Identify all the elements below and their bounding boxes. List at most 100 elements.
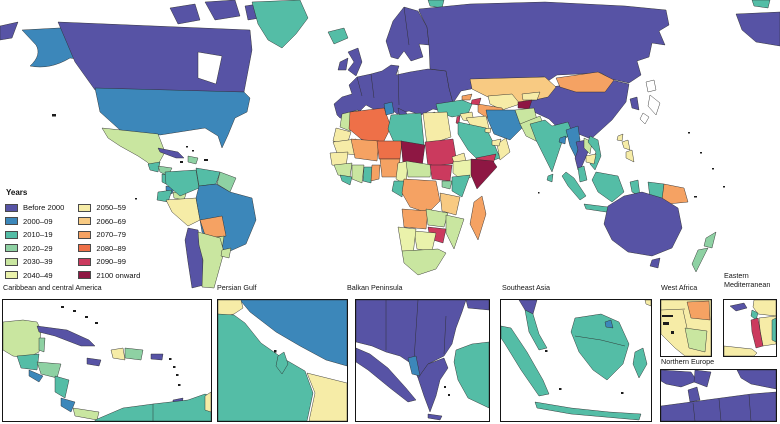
inset-map-southeast-asia [500,299,652,422]
wrangel-island [751,0,771,9]
jamaica [86,357,102,367]
country-malaysia-peninsula [577,165,588,183]
borneo [570,313,630,381]
cuba [36,325,96,347]
europe-border-1 [356,76,363,97]
antilles-speck-2 [173,366,176,368]
pacific-island-1 [700,152,702,154]
country-niger [376,140,403,160]
legend-label: 2000–09 [23,216,53,226]
maldives [538,192,540,194]
crete [427,413,443,421]
country-georgia [461,93,473,101]
aegean-island-2 [448,394,450,396]
country-uk [347,47,363,77]
guyana-edge [204,391,211,413]
bahamas-speck-2 [73,310,76,312]
bahamas-speck-3 [85,316,88,318]
japan-kyushu [639,112,650,125]
ne-border-2 [718,398,722,421]
egypt [724,345,758,356]
sweden-south [693,370,712,388]
legend-label: 2010–19 [23,230,53,240]
south-america [135,167,257,289]
antilles-speck-3 [176,374,179,376]
bahrain [274,350,277,353]
country-zambia [425,208,449,228]
legend-label: 2030–39 [23,257,53,267]
turkey [453,341,489,409]
italy [356,347,417,403]
pacific-island-2 [712,168,714,170]
ne-border-3 [748,394,752,421]
legend-swatch-before2000 [5,203,18,212]
puerto-rico [204,159,208,161]
greece [417,357,449,413]
mali [686,300,711,321]
syria [752,300,776,317]
legend-item: 2030–39 [5,255,64,269]
balkan-border-3 [443,315,447,355]
legend-item: 2040–49 [5,269,64,283]
legend-swatch-2090s [78,257,92,266]
legend-swatch-2040s [5,271,18,280]
new-zealand-south [691,247,709,273]
japan-honshu [647,94,661,116]
world-map [0,0,780,289]
aegean-island-1 [444,386,446,388]
map-legend: Years Before 2000 2000–09 2010–19 2020–2… [5,188,140,282]
country-bolivia [199,215,227,239]
solomon-islands [694,196,697,198]
legend-column-1: Before 2000 2000–09 2010–19 2020–29 2030… [5,201,64,282]
legend-swatch-2080s [78,244,92,253]
legend-item: 2000–09 [5,215,64,229]
country-kuwait [484,127,492,134]
legend-item: 2080–89 [78,242,140,256]
country-madagascar [469,195,487,241]
inset-map-caribbean [2,299,212,422]
bahamas-speck-4 [95,322,98,324]
arctic-island-1 [169,3,201,25]
asia [418,0,780,216]
country-azerbaijan [470,97,482,106]
legend-column-2: 2050–59 2060–69 2070–79 2080–89 2090–99 … [78,201,140,282]
sulawesi [632,347,648,379]
inset-map-persian-gulf [217,299,348,422]
panama [72,407,100,421]
country-oman [496,137,511,161]
hudson-bay [197,51,223,85]
border-line-2 [682,309,688,329]
country-sri-lanka [546,173,554,183]
inset-title-southeast-asia: Southeast Asia [502,283,550,292]
dominican-republic [124,347,144,361]
coast-speck [671,331,674,334]
russia-northeast-wrap [735,11,780,47]
country-mali [350,138,380,162]
saudi-edge [771,317,776,343]
country-india [529,119,573,173]
legend-swatch-2050s [78,203,92,212]
black-sea-coast [465,300,489,311]
country-korea [629,96,640,111]
senegal-border [661,308,686,311]
palawan-corner [644,300,651,307]
country-guinea [333,162,353,178]
legend-item: 2060–69 [78,215,140,229]
pacific-island-3 [688,132,690,134]
guatemala [16,353,40,371]
haiti [110,347,126,361]
country-uganda [441,180,453,190]
borneo-border [574,335,626,347]
inset-map-balkan [355,299,490,422]
bahamas-1 [186,146,188,148]
scandinavia-border [403,6,410,46]
israel [750,317,764,349]
country-argentina [197,231,225,289]
legend-item: 2050–59 [78,201,140,215]
europe-border-3 [397,69,400,106]
legend-label: 2060–69 [96,216,126,226]
country-philippines-north [621,139,631,151]
legend-swatch-2060s [78,217,92,226]
country-papua-new-guinea [661,183,689,205]
legend-swatch-2000s [5,217,18,226]
